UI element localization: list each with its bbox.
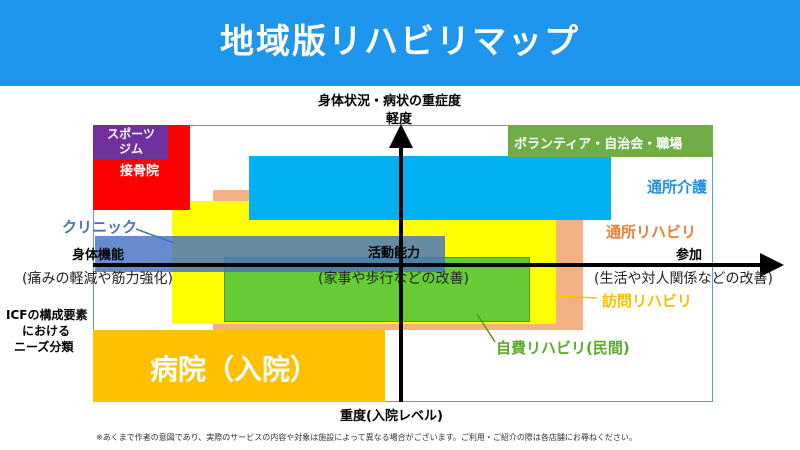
hospital-label: 病院（入院）	[150, 353, 319, 386]
participation-label: 参加	[676, 248, 703, 263]
bonesetter-label: 接骨院	[120, 164, 160, 179]
home-rehab-label: 訪問リハビリ	[602, 292, 693, 310]
icf-note-line1: ICFの構成要素	[6, 308, 88, 322]
footer-note: ※あくまで作者の意図であり、実際のサービスの内容や対象は施設によって異なる場合が…	[96, 433, 637, 442]
volunteer-label: ボランティア・自治会・職場	[514, 137, 683, 152]
page-title: 地域版リハビリマップ	[220, 22, 580, 62]
severe-label: 重度(入院レベル)	[340, 409, 443, 424]
severity-axis-title: 身体状況・病状の重症度	[318, 94, 462, 109]
header-banner: 地域版リハビリマップ	[0, 0, 800, 86]
icf-note-line3: ニーズ分類	[14, 340, 74, 354]
sports-gym-label: スポーツ ジム	[107, 127, 155, 156]
day-care-label: 通所介護	[647, 178, 708, 196]
private-rehab-pointer	[476, 313, 496, 343]
body-function-desc: (痛みの軽減や筋力強化)	[22, 271, 173, 287]
icf-note-line2: における	[22, 324, 71, 338]
body-function-label: 身体機能	[72, 248, 125, 263]
participation-desc: (生活や対人関係などの改善)	[594, 271, 773, 287]
activity-label: 活動能力	[368, 246, 421, 261]
day-rehab-label: 通所リハビリ	[606, 223, 697, 241]
private-rehab-label: 自費リハビリ(民間)	[496, 339, 630, 357]
day-care-region	[249, 156, 611, 220]
activity-desc: (家事や歩行などの改善)	[318, 271, 469, 287]
clinic-pointer	[135, 228, 175, 244]
mild-label: 軽度	[386, 112, 413, 127]
volunteer-region	[508, 125, 713, 157]
home-rehab-pointer	[554, 295, 598, 299]
clinic-label: クリニック	[62, 218, 138, 236]
sports-gym-region	[93, 125, 168, 159]
hospital-region	[93, 330, 385, 402]
